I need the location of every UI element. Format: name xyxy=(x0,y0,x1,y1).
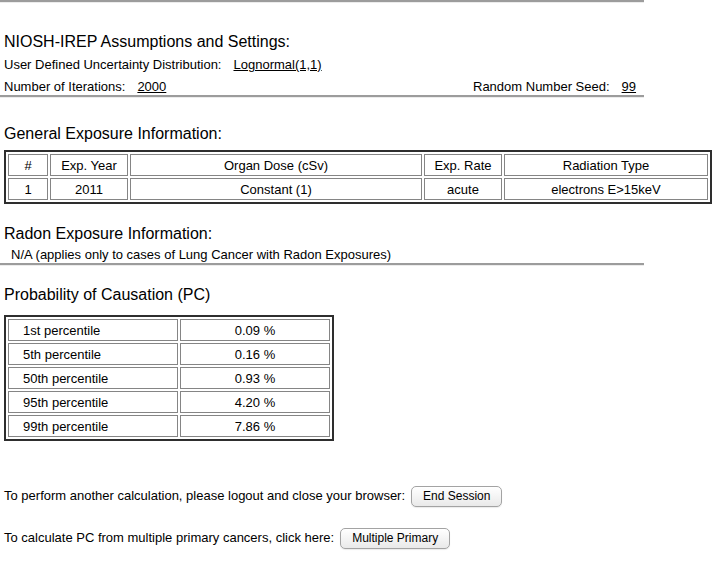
exposure-header-row: # Exp. Year Organ Dose (cSv) Exp. Rate R… xyxy=(8,154,708,176)
iterations-line: Number of Iterations: 2000 Random Number … xyxy=(0,79,727,95)
pc-row-95th: 95th percentile 4.20 % xyxy=(8,391,330,413)
iterations-value: 2000 xyxy=(137,79,166,94)
assumptions-heading: NIOSH-IREP Assumptions and Settings: xyxy=(0,33,727,51)
pc-value-1st: 0.09 % xyxy=(180,319,330,341)
pc-value-50th: 0.93 % xyxy=(180,367,330,389)
pc-heading: Probability of Causation (PC) xyxy=(0,286,727,304)
divider-assumptions xyxy=(0,95,644,97)
exposure-cell-radiation-type: electrons E>15keV xyxy=(504,178,708,200)
uncertainty-label: User Defined Uncertainty Distribution: xyxy=(4,57,221,72)
divider-top xyxy=(0,0,644,2)
pc-label-5th: 5th percentile xyxy=(8,343,178,365)
exposure-header-radiation-type: Radiation Type xyxy=(504,154,708,176)
pc-value-5th: 0.16 % xyxy=(180,343,330,365)
pc-value-99th: 7.86 % xyxy=(180,415,330,437)
uncertainty-value: Lognormal(1,1) xyxy=(233,57,321,72)
multiple-primary-text: To calculate PC from multiple primary ca… xyxy=(4,530,334,545)
pc-row-99th: 99th percentile 7.86 % xyxy=(8,415,330,437)
exposure-header-year: Exp. Year xyxy=(50,154,128,176)
exposure-cell-organ-dose: Constant (1) xyxy=(130,178,422,200)
seed-label: Random Number Seed: xyxy=(473,79,610,94)
seed-value: 99 xyxy=(622,79,636,94)
end-session-line: To perform another calculation, please l… xyxy=(0,486,727,507)
exposure-cell-year: 2011 xyxy=(50,178,128,200)
radon-heading: Radon Exposure Information: xyxy=(0,225,727,243)
radon-note: N/A (applies only to cases of Lung Cance… xyxy=(0,247,727,263)
pc-label-95th: 95th percentile xyxy=(8,391,178,413)
exposure-table: # Exp. Year Organ Dose (cSv) Exp. Rate R… xyxy=(4,150,712,204)
pc-label-1st: 1st percentile xyxy=(8,319,178,341)
seed-group: Random Number Seed: 99 xyxy=(473,79,636,95)
exposure-header-organ-dose: Organ Dose (cSv) xyxy=(130,154,422,176)
exposure-header-number: # xyxy=(8,154,48,176)
exposure-cell-number: 1 xyxy=(8,178,48,200)
multiple-primary-button[interactable]: Multiple Primary xyxy=(340,528,450,549)
exposure-header-rate: Exp. Rate xyxy=(424,154,502,176)
iterations-label: Number of Iterations: xyxy=(4,79,125,94)
end-session-button[interactable]: End Session xyxy=(411,486,502,507)
exposure-data-row: 1 2011 Constant (1) acute electrons E>15… xyxy=(8,178,708,200)
pc-table: 1st percentile 0.09 % 5th percentile 0.1… xyxy=(4,315,334,441)
irep-results-page: NIOSH-IREP Assumptions and Settings: Use… xyxy=(0,0,727,562)
general-exposure-heading: General Exposure Information: xyxy=(0,125,727,143)
pc-row-5th: 5th percentile 0.16 % xyxy=(8,343,330,365)
multiple-primary-line: To calculate PC from multiple primary ca… xyxy=(0,528,727,549)
exposure-cell-rate: acute xyxy=(424,178,502,200)
pc-value-95th: 4.20 % xyxy=(180,391,330,413)
end-session-text: To perform another calculation, please l… xyxy=(4,488,405,503)
pc-row-50th: 50th percentile 0.93 % xyxy=(8,367,330,389)
uncertainty-line: User Defined Uncertainty Distribution: Lo… xyxy=(0,57,727,73)
divider-radon xyxy=(0,263,644,265)
pc-label-99th: 99th percentile xyxy=(8,415,178,437)
pc-label-50th: 50th percentile xyxy=(8,367,178,389)
pc-row-1st: 1st percentile 0.09 % xyxy=(8,319,330,341)
